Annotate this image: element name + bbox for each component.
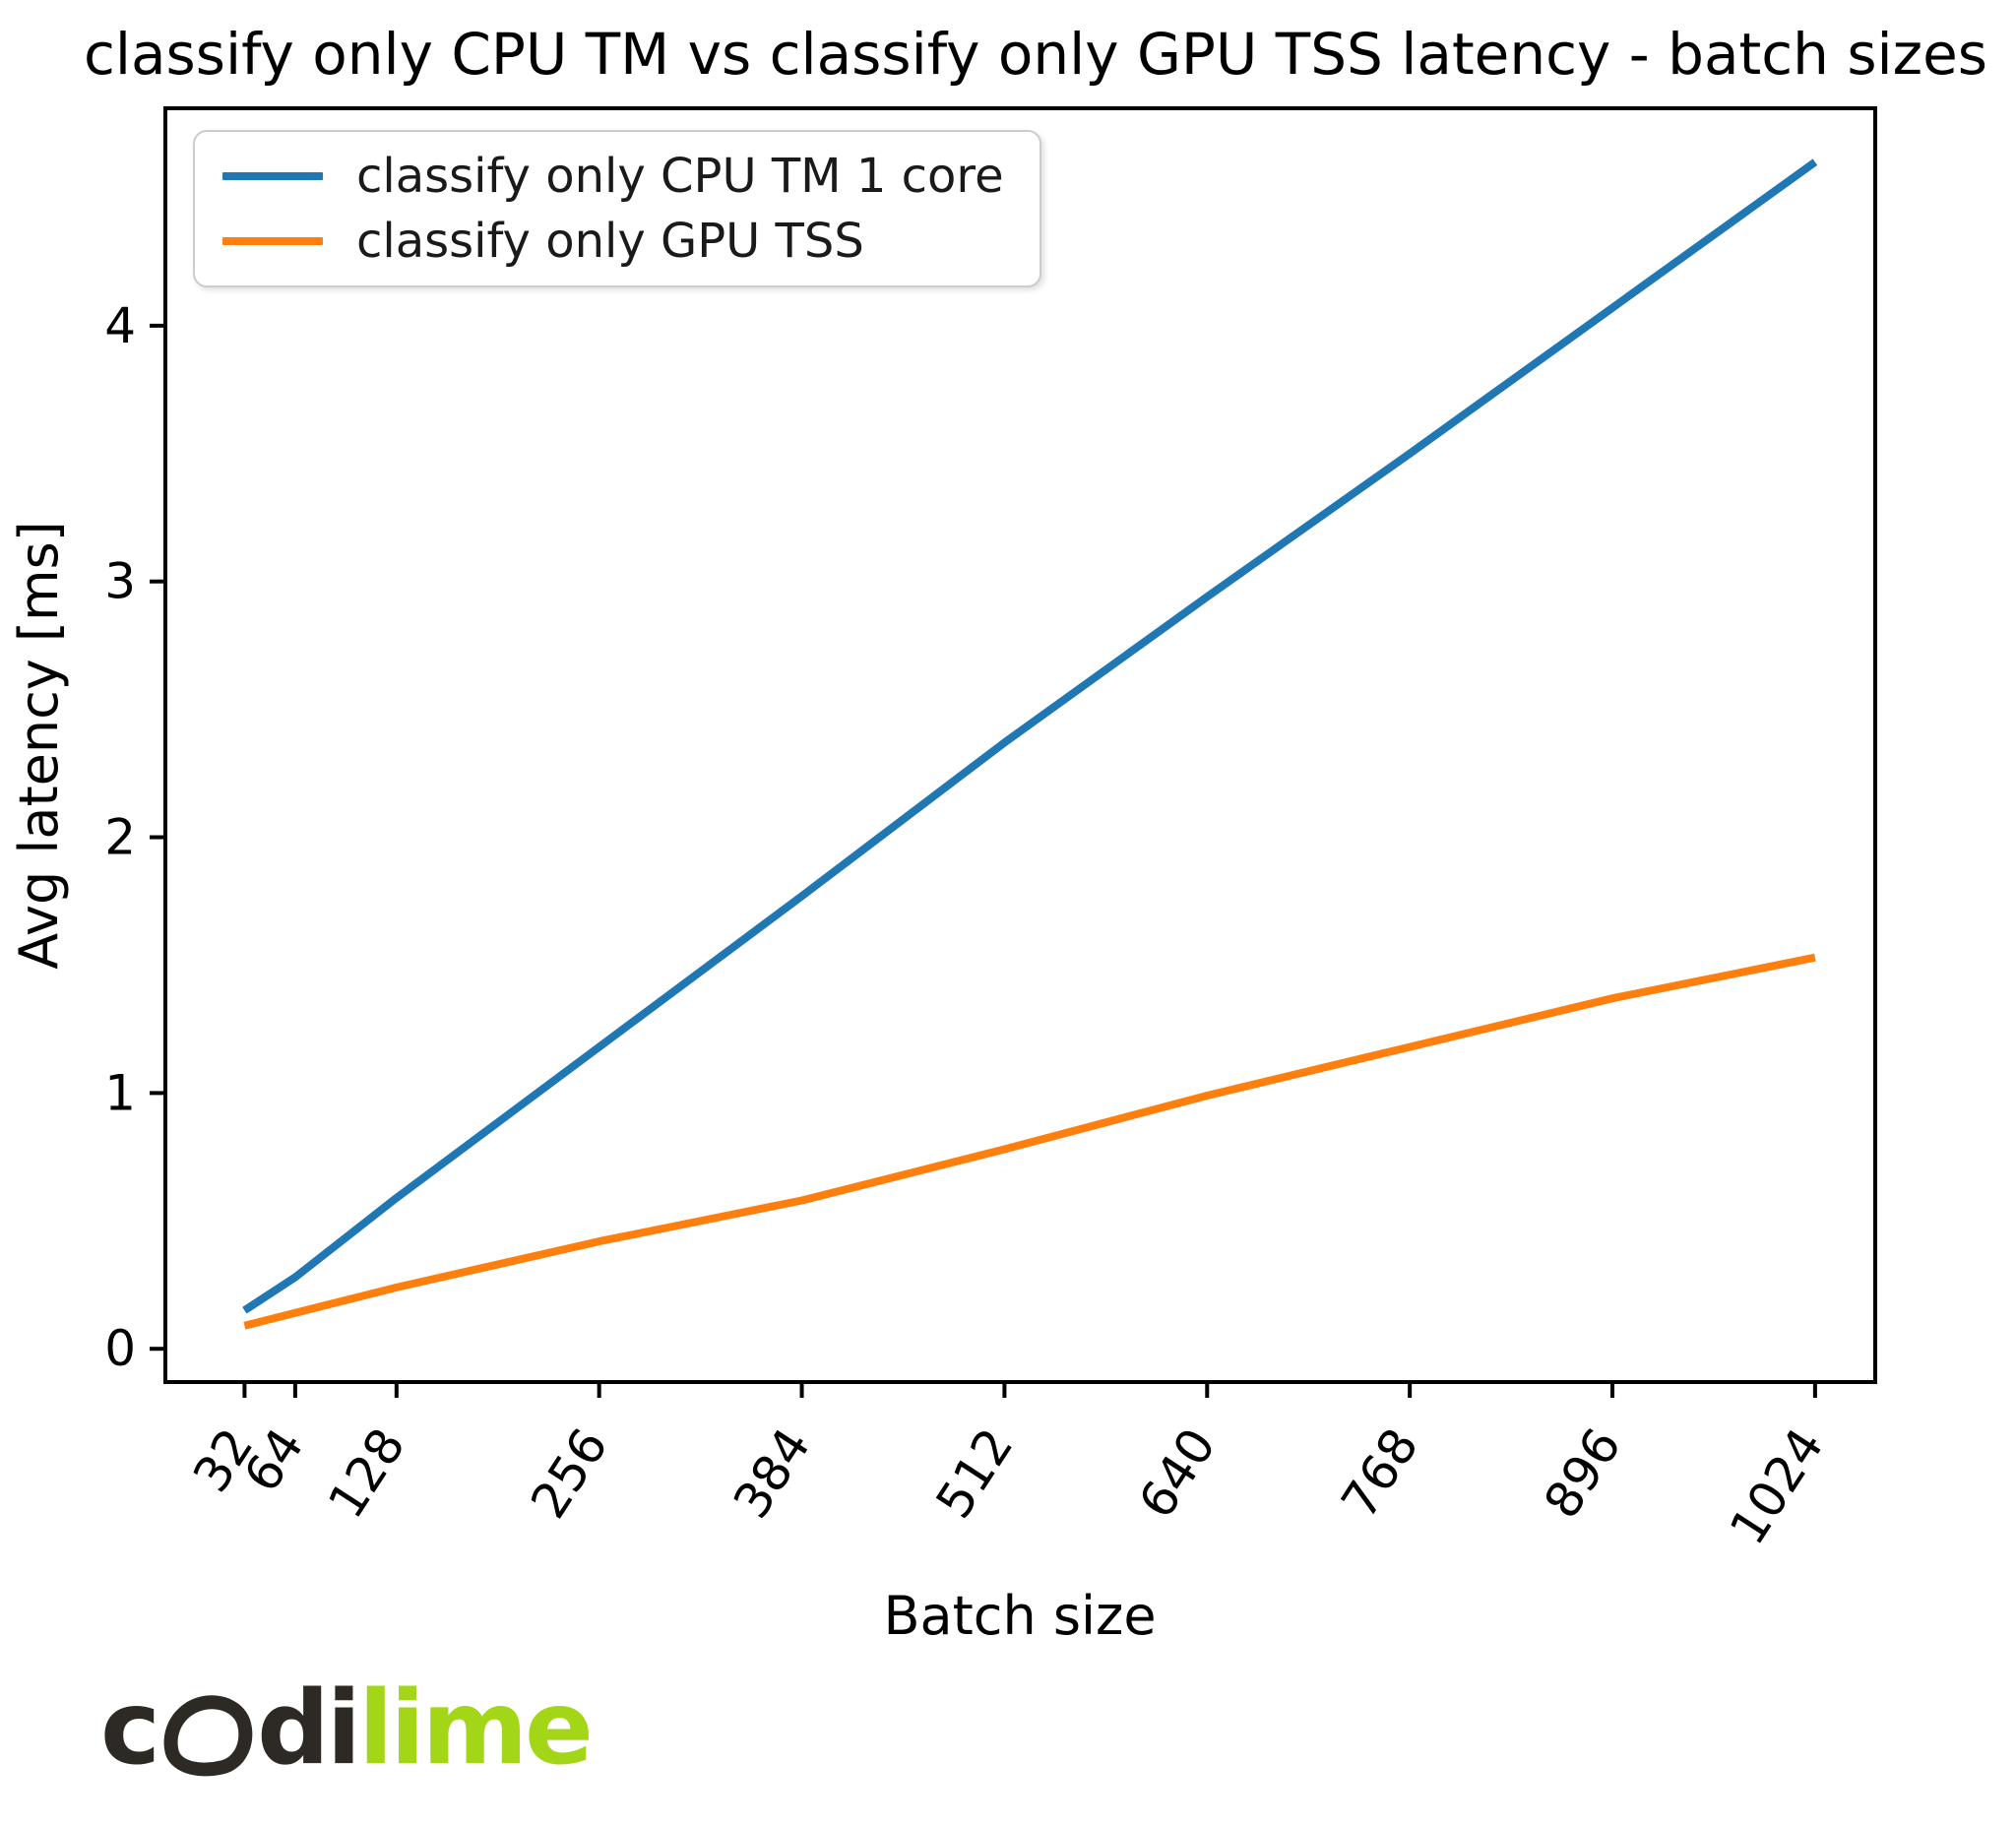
logo-text-lime: lime bbox=[358, 1669, 594, 1788]
y-tick-label: 2 bbox=[104, 809, 136, 866]
y-tick-label: 3 bbox=[104, 553, 136, 610]
x-tick-label: 256 bbox=[520, 1418, 619, 1529]
legend-label: classify only GPU TSS bbox=[356, 214, 864, 269]
legend-item-gpu-tss: classify only GPU TSS bbox=[222, 218, 1040, 265]
x-tick-label: 640 bbox=[1128, 1418, 1228, 1529]
y-tick-label: 4 bbox=[104, 297, 136, 354]
series-line-gpu-tss bbox=[243, 953, 1816, 1330]
lime-slice-icon bbox=[154, 1685, 262, 1787]
logo-text-di: di bbox=[257, 1669, 361, 1788]
x-tick-label: 896 bbox=[1533, 1418, 1632, 1529]
x-tick-label: 128 bbox=[317, 1418, 416, 1529]
legend-line-sample-blue bbox=[222, 172, 323, 180]
logo-text-c: c bbox=[100, 1669, 160, 1788]
y-tick-label: 1 bbox=[104, 1064, 136, 1121]
legend: classify only CPU TM 1 core classify onl… bbox=[193, 130, 1041, 287]
y-axis-label: Avg latency [ms] bbox=[8, 521, 70, 970]
x-tick-label: 384 bbox=[723, 1418, 822, 1529]
x-axis-label: Batch size bbox=[883, 1585, 1156, 1647]
legend-label: classify only CPU TM 1 core bbox=[356, 149, 1004, 204]
x-tick-label: 64 bbox=[233, 1418, 315, 1502]
legend-line-sample-orange bbox=[222, 237, 323, 245]
y-tick-label: 0 bbox=[104, 1320, 136, 1377]
chart-title: classify only CPU TM vs classify only GP… bbox=[84, 21, 1987, 88]
plot-border bbox=[163, 106, 1877, 1384]
series-line-cpu-tm bbox=[242, 158, 1818, 1314]
x-tick-label: 768 bbox=[1331, 1418, 1430, 1529]
x-tick-label: 512 bbox=[925, 1418, 1025, 1529]
legend-item-cpu-tm: classify only CPU TM 1 core bbox=[222, 153, 1040, 200]
codilime-logo: c di lime bbox=[100, 1668, 594, 1791]
x-tick-label: 1024 bbox=[1719, 1418, 1835, 1554]
